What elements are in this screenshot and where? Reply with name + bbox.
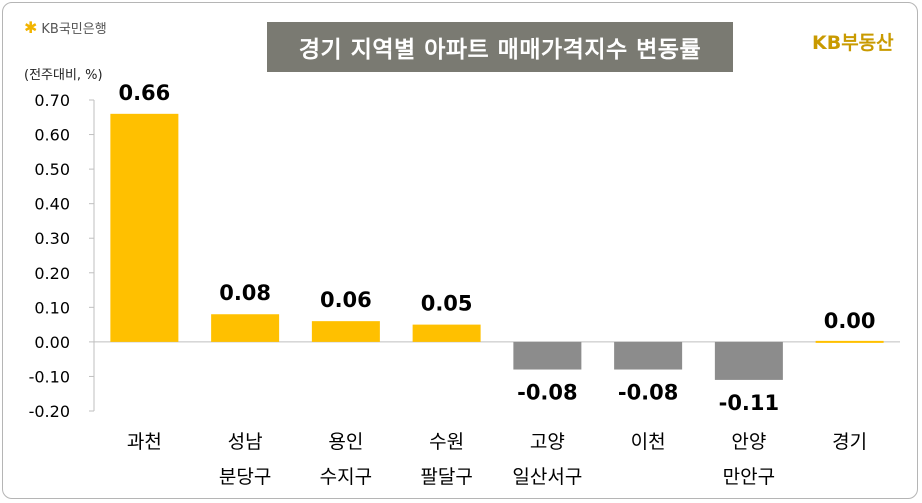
kb-bank-logo-text: KB국민은행 xyxy=(41,22,107,37)
bar xyxy=(714,341,783,380)
bar xyxy=(211,314,280,342)
category-label: 팔달구 xyxy=(420,466,472,488)
category-label: 고양 xyxy=(530,431,565,453)
category-label: 분당구 xyxy=(219,466,271,488)
data-label: 0.06 xyxy=(320,288,372,312)
y-tick-label: -0.10 xyxy=(29,367,70,386)
y-tick-label: 0.00 xyxy=(34,333,70,352)
data-label: 0.08 xyxy=(219,281,271,305)
data-label: 0.05 xyxy=(421,292,473,316)
y-tick-label: 0.70 xyxy=(34,91,70,110)
category-label: 용인 xyxy=(328,431,363,453)
y-tick-label: 0.20 xyxy=(34,264,70,283)
bar xyxy=(513,341,582,370)
category-label: 과천 xyxy=(127,431,162,453)
y-tick-label: 0.60 xyxy=(34,126,70,145)
y-tick-label: 0.40 xyxy=(34,195,70,214)
y-tick-label: 0.30 xyxy=(34,229,70,248)
category-label: 일산서구 xyxy=(512,466,582,488)
chart-title: 경기 지역별 아파트 매매가격지수 변동률 xyxy=(267,22,733,72)
data-label: -0.08 xyxy=(517,381,578,405)
category-label: 만안구 xyxy=(723,466,775,488)
y-tick-label: -0.20 xyxy=(29,402,70,421)
bar xyxy=(614,341,683,370)
bar xyxy=(311,321,380,342)
kb-star-icon: ✱ xyxy=(24,17,38,37)
data-label: -0.11 xyxy=(719,391,780,415)
bar xyxy=(412,324,481,342)
category-label: 이천 xyxy=(631,431,666,453)
category-label: 수원 xyxy=(429,431,464,453)
kb-real-estate-logo: KB부동산 xyxy=(812,32,894,54)
bar xyxy=(815,340,884,343)
data-label: 0.66 xyxy=(118,81,170,105)
data-label: -0.08 xyxy=(618,381,679,405)
kb-bank-logo: ✱ KB국민은행 xyxy=(24,18,107,37)
category-label: 경기 xyxy=(832,431,867,453)
y-tick-label: 0.10 xyxy=(34,298,70,317)
y-axis-unit-label: (전주대비, %) xyxy=(24,68,103,83)
y-tick-label: 0.50 xyxy=(34,160,70,179)
data-label: 0.00 xyxy=(824,309,876,333)
category-label: 수지구 xyxy=(320,466,372,488)
bar xyxy=(110,113,179,342)
category-label: 안양 xyxy=(731,431,766,453)
category-label: 성남 xyxy=(228,431,263,453)
